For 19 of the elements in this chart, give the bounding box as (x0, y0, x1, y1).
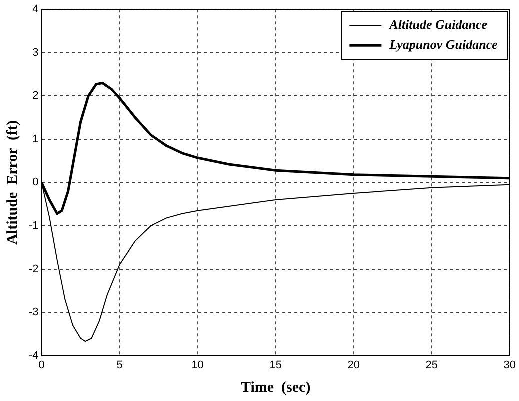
y-tick-label: -3 (29, 306, 39, 319)
legend-label: Lyapunov Guidance (388, 36, 498, 52)
x-tick-label: 10 (192, 359, 204, 372)
y-tick-label: -1 (29, 220, 39, 232)
y-tick-label: -4 (29, 350, 39, 362)
x-tick-label: 20 (348, 359, 360, 372)
y-tick-label: 2 (32, 90, 39, 102)
y-tick-label: 3 (32, 46, 39, 59)
x-tick-label: 25 (426, 359, 438, 372)
y-axis-title: Altitude Error (ft) (4, 120, 21, 245)
y-tick-label: 1 (32, 133, 39, 146)
x-tick-label: 15 (270, 359, 282, 372)
x-tick-label: 30 (504, 359, 516, 372)
legend-label: Altitude Guidance (388, 16, 488, 32)
y-tick-label: 0 (32, 176, 39, 189)
x-axis-title: Time (sec) (240, 380, 311, 396)
x-tick-label: 5 (116, 359, 123, 372)
y-tick-label: 4 (32, 4, 39, 16)
y-tick-label: -2 (29, 263, 39, 276)
